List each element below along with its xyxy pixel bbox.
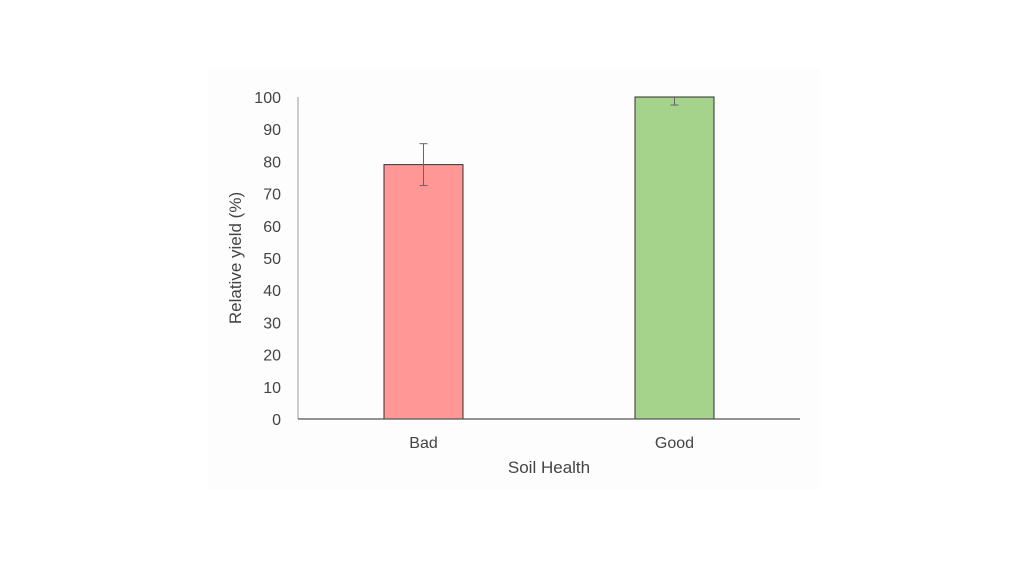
x-tick-label: Bad [409, 435, 437, 452]
y-tick-label: 40 [263, 283, 281, 300]
error-bar-bad [419, 143, 428, 187]
y-axis-ticks: 0 10 20 30 40 50 60 70 80 90 100 [254, 90, 281, 429]
y-tick-label: 100 [254, 90, 281, 107]
x-axis-title: Soil Health [508, 458, 590, 477]
x-axis-ticks: Bad Good [409, 435, 694, 452]
y-tick-label: 60 [263, 219, 281, 236]
y-tick-label: 70 [263, 187, 281, 204]
chart-area [208, 68, 820, 490]
bar-bad [383, 164, 464, 420]
error-bar-good [670, 97, 679, 106]
y-axis-title: Relative yield (%) [226, 192, 245, 324]
bar-good [634, 96, 715, 420]
y-tick-label: 20 [263, 348, 281, 365]
y-tick-label: 50 [263, 251, 281, 268]
y-tick-label: 90 [263, 122, 281, 139]
bars [383, 96, 715, 420]
y-tick-label: 10 [263, 380, 281, 397]
y-tick-label: 30 [263, 315, 281, 332]
y-tick-label: 80 [263, 154, 281, 171]
x-tick-label: Good [655, 435, 694, 452]
error-bars [419, 97, 679, 187]
y-tick-label: 0 [272, 412, 281, 429]
